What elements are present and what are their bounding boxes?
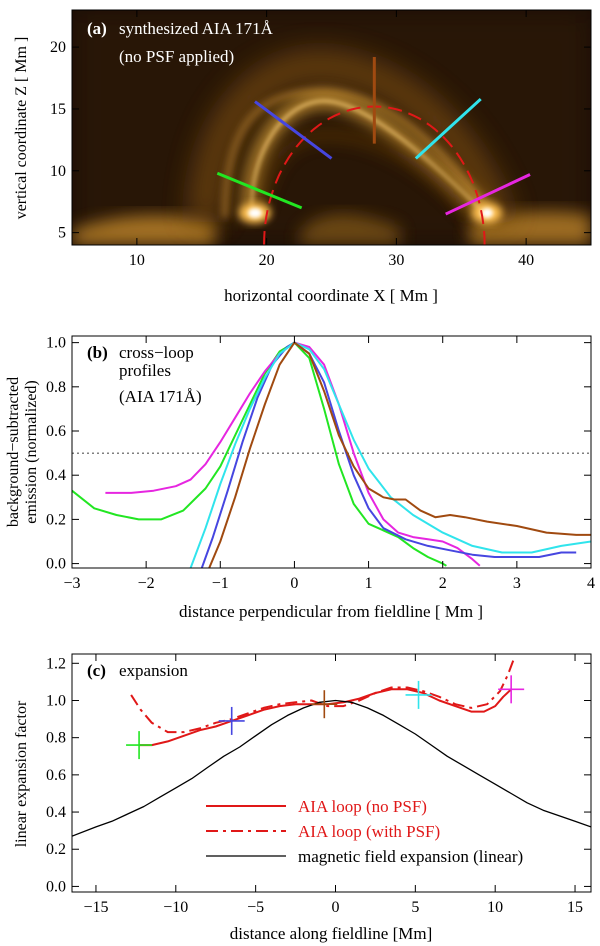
- x-tick-label: 4: [587, 575, 595, 592]
- y-tick-label: 0.4: [46, 804, 66, 821]
- y-tick-label: 0.2: [46, 511, 66, 528]
- cross-loop-profile-curves: [72, 341, 591, 568]
- x-tick-label: 3: [513, 575, 521, 592]
- panel-c-xlabel: distance along fieldline [Mm]: [230, 924, 433, 943]
- x-tick-label: 15: [567, 899, 583, 916]
- profile-curve-blue: [200, 341, 577, 568]
- panel-b-tag: (b): [87, 343, 108, 362]
- y-tick-label: 1.0: [46, 335, 66, 352]
- x-tick-label: 10: [487, 899, 503, 916]
- x-tick-label: −2: [138, 575, 155, 592]
- cross-cut-lines: [216, 57, 531, 216]
- panel-a-xlabel: horizontal coordinate X [ Mm ]: [224, 286, 438, 305]
- x-tick-label: 1: [365, 575, 373, 592]
- y-tick-label: 1.0: [46, 692, 66, 709]
- legend-label-with-psf: AIA loop (with PSF): [298, 822, 440, 841]
- cross-cut-magenta: [445, 173, 531, 216]
- panel-b-xlabel: distance perpendicular from fieldline [ …: [179, 602, 483, 621]
- y-tick-label: 0.6: [46, 767, 66, 784]
- y-tick-label: 15: [50, 101, 66, 118]
- x-tick-label: 5: [411, 899, 419, 916]
- panel-b-background: [72, 336, 591, 568]
- panel-b: −3 −2 −1 0 1 2 3 4 0.0 0.2 0.4 0.6 0.8 1.0 (b) cross−…: [5, 335, 595, 621]
- y-tick-label: 1.2: [46, 655, 66, 672]
- x-tick-label: −15: [83, 899, 108, 916]
- cut-position-markers: [126, 675, 525, 760]
- y-tick-label: 0.2: [46, 841, 66, 858]
- x-tick-label: 2: [439, 575, 447, 592]
- panel-b-ylabel-1: background−subtracted: [5, 377, 22, 527]
- x-tick-label: −10: [163, 899, 188, 916]
- panel-c: −15 −10 −5 0 5 10 150.00.20.40.60.81.01.2 (c) …: [13, 653, 592, 943]
- y-tick-label: 10: [50, 163, 66, 180]
- y-tick-label: 0.8: [46, 379, 66, 396]
- expansion-curves: [72, 657, 591, 837]
- panel-a-axes: 10 20 30 40 5 10 15 20: [50, 10, 591, 269]
- x-tick-label: −3: [63, 575, 80, 592]
- expansion-curve-1: [130, 657, 516, 734]
- cross-cut-green: [216, 171, 303, 210]
- panel-a-image: [72, 10, 591, 245]
- x-tick-label: 10: [129, 252, 145, 269]
- profile-curve-magenta: [105, 341, 481, 567]
- panel-a-caption-2: (no PSF applied): [119, 47, 234, 66]
- panel-b-ylabel-2: emission (normalized): [23, 380, 40, 524]
- y-tick-label: 5: [58, 225, 66, 242]
- x-tick-label: −1: [212, 575, 229, 592]
- legend-label-magnetic: magnetic field expansion (linear): [298, 847, 523, 866]
- panel-c-axes: −15 −10 −5 0 5 10 15 0.0 0.2 0.4 0.6 0.8 1.0 1.2: [46, 654, 591, 916]
- y-tick-label: 20: [50, 39, 66, 56]
- x-tick-label: 40: [518, 252, 534, 269]
- y-tick-label: 0.0: [46, 556, 66, 573]
- panel-c-tag: (c): [87, 661, 106, 680]
- panel-a-frame: [71, 9, 592, 246]
- panel-c-caption: expansion: [119, 661, 188, 680]
- panel-a-ylabel: vertical coordinate Z [ Mm ]: [13, 37, 30, 220]
- panel-a-caption-1: synthesized AIA 171Å: [119, 19, 274, 38]
- panel-b-caption-2: profiles: [119, 361, 171, 380]
- panel-b-frame: [71, 335, 592, 569]
- cross-cut-cyan: [414, 97, 482, 160]
- panel-c-frame: [71, 653, 592, 893]
- panel-a-tag: (a): [87, 19, 107, 38]
- cross-cut-blue: [254, 100, 333, 160]
- x-tick-label: 0: [331, 899, 339, 916]
- y-tick-label: 0.0: [46, 878, 66, 895]
- panel-b-caption-3: (AIA 171Å): [119, 387, 202, 406]
- x-tick-label: 20: [259, 252, 275, 269]
- expansion-curve-0: [139, 688, 512, 747]
- panel-c-background: [72, 654, 591, 892]
- y-tick-label: 0.8: [46, 730, 66, 747]
- x-tick-label: −5: [247, 899, 264, 916]
- profile-curve-cyan: [189, 341, 591, 568]
- expansion-curve-2: [72, 699, 591, 837]
- x-tick-label: 0: [290, 575, 298, 592]
- y-tick-label: 0.4: [46, 467, 66, 484]
- panel-a: 10 20 30 40 5 10 15 20 (a) synthesized AIA 171Å…: [13, 9, 592, 305]
- panel-b-axes: −3 −2 −1 0 1 2 3 4 0.0 0.2 0.4 0.6 0.8 1.0: [46, 335, 595, 592]
- y-tick-label: 0.6: [46, 423, 66, 440]
- panel-b-caption-1: cross−loop: [119, 343, 194, 362]
- panel-c-ylabel: linear expansion factor: [13, 700, 30, 847]
- panel-c-legend: AIA loop (no PSF) AIA loop (with PSF) ma…: [206, 797, 523, 866]
- x-tick-label: 30: [388, 252, 404, 269]
- legend-label-no-psf: AIA loop (no PSF): [298, 797, 427, 816]
- profile-curve-brown: [208, 341, 591, 568]
